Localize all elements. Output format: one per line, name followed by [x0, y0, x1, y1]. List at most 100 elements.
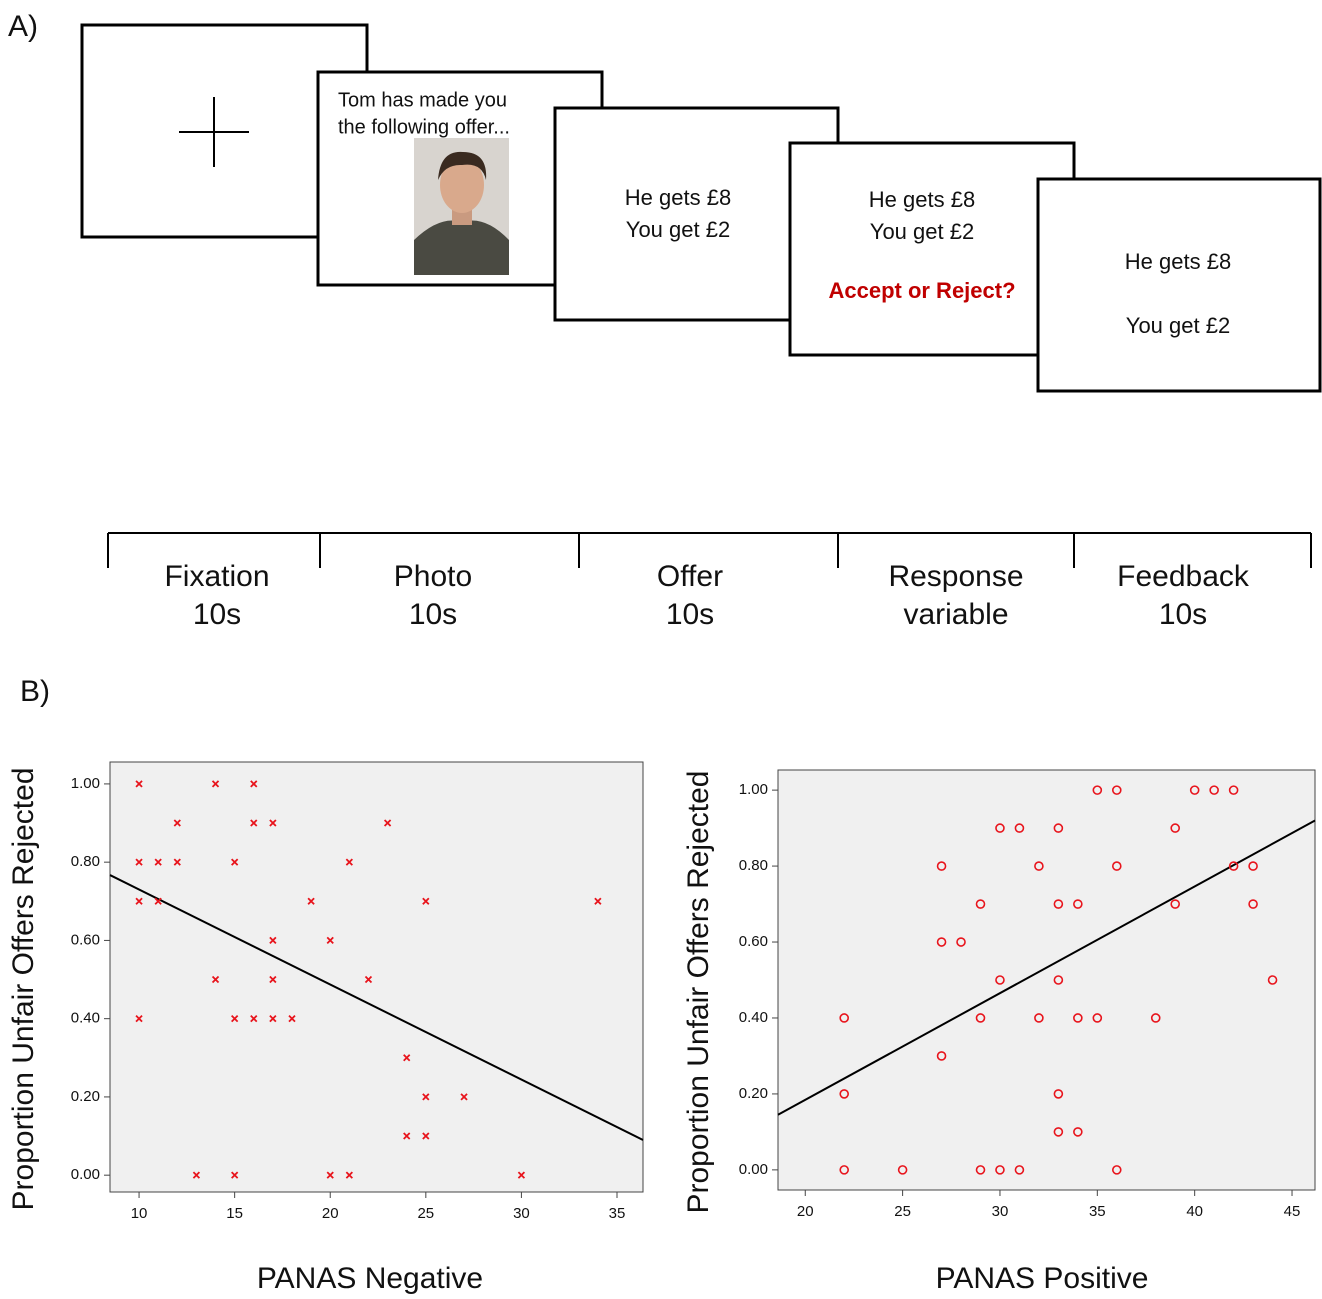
- x-tick-label: 30: [513, 1205, 530, 1222]
- point: [288, 1015, 296, 1023]
- x-tick-label: 30: [992, 1203, 1009, 1220]
- point: [975, 1165, 986, 1175]
- point: [1150, 1013, 1161, 1023]
- feedback-screen: [1036, 177, 1322, 393]
- point: [1092, 1013, 1103, 1023]
- screen-text: You get £2: [626, 217, 730, 242]
- point: [1053, 975, 1064, 985]
- point: [897, 1165, 908, 1175]
- y-tick-label: 0.40: [739, 1009, 768, 1026]
- screen-text: He gets £8: [625, 185, 731, 210]
- point: [1092, 785, 1103, 795]
- y-tick-label: 0.80: [71, 853, 100, 870]
- point: [839, 1165, 850, 1175]
- point: [517, 1171, 526, 1179]
- response-prompt: Accept or Reject?: [828, 278, 1015, 303]
- point: [326, 1171, 334, 1179]
- photo: [414, 138, 509, 275]
- point: [269, 936, 277, 945]
- point: [269, 819, 277, 827]
- point: [995, 975, 1005, 985]
- point: [1073, 1013, 1083, 1023]
- point: [269, 975, 277, 984]
- point: [1248, 899, 1258, 909]
- x-axis-label: PANAS Positive: [936, 1262, 1149, 1295]
- point: [975, 1013, 986, 1023]
- point: [1189, 785, 1200, 795]
- point: [173, 858, 181, 866]
- phase-label: Photo: [394, 560, 472, 593]
- y-tick-label: 0.80: [739, 857, 768, 874]
- phase-label: Response: [888, 560, 1023, 593]
- y-tick-label: 0.60: [71, 931, 100, 948]
- point: [269, 1015, 277, 1023]
- point: [135, 780, 143, 788]
- point: [1053, 1089, 1064, 1099]
- point: [594, 897, 602, 905]
- point: [995, 823, 1005, 833]
- point: [1014, 1165, 1025, 1175]
- y-tick-label: 1.00: [739, 781, 768, 798]
- screen-text: He gets £8: [869, 187, 975, 212]
- point: [1228, 785, 1239, 795]
- x-tick-label: 15: [226, 1205, 243, 1222]
- panel-label: B): [20, 675, 50, 708]
- screen-text: Tom has made you: [338, 89, 507, 111]
- point: [307, 897, 315, 905]
- point: [231, 1171, 239, 1179]
- point: [345, 1171, 353, 1179]
- x-axis-label: PANAS Negative: [257, 1262, 483, 1295]
- point: [135, 897, 143, 905]
- point: [403, 1132, 411, 1140]
- point: [154, 858, 162, 866]
- point: [422, 897, 430, 905]
- screen-text: You get £2: [870, 219, 974, 244]
- point: [192, 1171, 201, 1179]
- x-tick-label: 10: [131, 1205, 148, 1222]
- point: [422, 1132, 430, 1140]
- point: [1209, 785, 1219, 795]
- point: [231, 1015, 239, 1023]
- point: [995, 1165, 1005, 1175]
- point: [839, 1013, 850, 1023]
- point: [250, 1015, 258, 1023]
- point: [1053, 899, 1064, 909]
- point: [956, 937, 966, 947]
- screen-text: He gets £8: [1125, 249, 1231, 274]
- point: [422, 1093, 430, 1101]
- plot-area: [109, 761, 644, 1193]
- response-screen: [788, 141, 1076, 357]
- x-tick-label: 35: [609, 1205, 626, 1222]
- x-tick-label: 20: [797, 1203, 814, 1220]
- phase-label: variable: [903, 598, 1008, 631]
- phase-label: Offer: [657, 560, 723, 593]
- x-tick-label: 25: [894, 1203, 911, 1220]
- point: [250, 780, 258, 788]
- x-tick-label: 25: [417, 1205, 434, 1222]
- point: [345, 858, 353, 866]
- point: [154, 897, 162, 905]
- point: [1267, 975, 1278, 985]
- point: [1111, 861, 1122, 871]
- phase-label: Fixation: [164, 560, 269, 593]
- phase-label: 10s: [666, 598, 714, 631]
- plot-area: [777, 769, 1316, 1191]
- point: [1014, 823, 1025, 833]
- y-axis-label: Proportion Unfair Offers Rejected: [682, 771, 715, 1214]
- point: [936, 861, 947, 871]
- y-tick-label: 0.00: [739, 1161, 768, 1178]
- phase-label: 10s: [409, 598, 457, 631]
- timeline: [107, 532, 1312, 568]
- point: [1170, 899, 1181, 909]
- point: [1034, 861, 1044, 871]
- x-tick-label: 45: [1284, 1203, 1301, 1220]
- point: [173, 819, 181, 827]
- point: [135, 858, 143, 866]
- point: [839, 1089, 850, 1099]
- point: [1248, 861, 1258, 871]
- point: [231, 858, 239, 866]
- point: [364, 975, 373, 984]
- y-tick-label: 0.40: [71, 1010, 100, 1027]
- point: [1053, 1127, 1064, 1137]
